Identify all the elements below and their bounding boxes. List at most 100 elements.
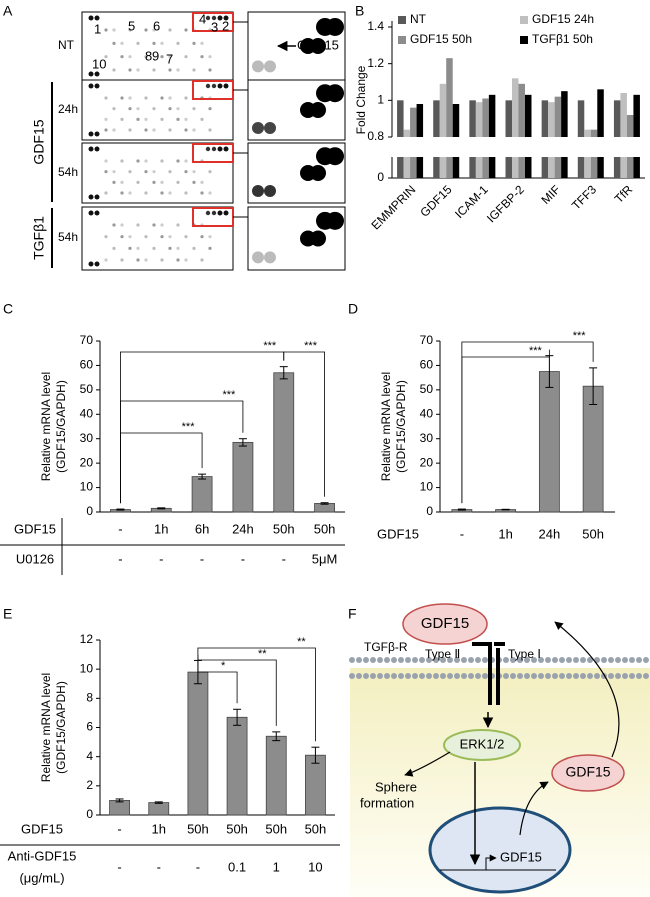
lipid-head	[531, 673, 537, 679]
blot-spot	[144, 191, 148, 195]
bar-lower	[597, 157, 604, 178]
blot-spot	[128, 235, 132, 239]
significance-label: **	[258, 648, 267, 660]
blot-spot	[176, 246, 180, 250]
blot-spot	[136, 68, 140, 72]
bar-lower	[577, 157, 585, 178]
lipid-head	[503, 673, 509, 679]
blot-spot	[136, 159, 140, 163]
blot-spot	[128, 55, 132, 59]
blot-spot	[223, 83, 229, 89]
blot-spot	[200, 55, 204, 59]
blot-spot	[104, 170, 108, 174]
zoom-spot	[326, 17, 344, 36]
blot-spot	[168, 28, 172, 32]
row-cell: -	[200, 551, 204, 566]
spot-number: 4	[199, 11, 206, 26]
y-tick-label: 30	[420, 431, 434, 445]
protein	[551, 754, 625, 792]
lipid-head	[524, 657, 530, 663]
blot-spot	[184, 170, 188, 174]
row-cell: 50h	[305, 821, 327, 836]
blot-spot	[144, 258, 148, 262]
blot-spot	[176, 117, 180, 121]
bar-lower	[613, 157, 621, 178]
lipid-head	[545, 673, 551, 679]
zoom-spot	[326, 147, 344, 166]
blot-spot	[120, 258, 124, 262]
blot-spot	[112, 180, 116, 184]
group-label: TGFβ1	[31, 216, 47, 260]
bar	[538, 371, 560, 513]
spot-number: 10	[92, 56, 106, 71]
blot-spot	[184, 235, 188, 239]
blot-spot	[208, 55, 212, 59]
lipid-head	[440, 657, 446, 663]
significance-label: ***	[182, 421, 196, 433]
row-cell: 1	[273, 859, 280, 874]
lipid-head	[629, 673, 635, 679]
blot-spot	[88, 131, 94, 137]
y-tick-label: 20	[420, 455, 434, 469]
outcome-label: Sphere	[375, 779, 417, 794]
blot-spot	[120, 159, 124, 163]
blot-spot	[152, 128, 156, 132]
spot-number: 9	[152, 48, 159, 63]
blot-spot	[128, 28, 132, 32]
blot-spot	[211, 146, 217, 152]
blot-spot	[136, 258, 140, 262]
row-cell: 50h	[273, 521, 295, 536]
blot-spot	[128, 246, 132, 250]
y-tick-label: 0.8	[367, 129, 384, 143]
blot-spot	[168, 68, 172, 72]
bar-lower	[403, 157, 411, 178]
lipid-head	[566, 673, 572, 679]
lipid-head	[377, 673, 383, 679]
lipid-head	[454, 673, 460, 679]
y-tick-label: 0	[86, 807, 93, 821]
blot-spot	[200, 180, 204, 184]
blot-spot	[88, 83, 94, 89]
lipid-head	[643, 673, 649, 679]
panel-label: F	[348, 606, 357, 622]
blot-spot	[211, 210, 217, 216]
zoom-spot	[310, 165, 326, 181]
y-tick-label: 6	[86, 720, 93, 734]
blot-spot	[160, 96, 164, 100]
lipid-head	[356, 673, 362, 679]
lipid-head	[426, 657, 432, 663]
lipid-head	[433, 673, 439, 679]
ligand	[402, 603, 488, 645]
bar-lower	[541, 157, 549, 178]
lipid-head	[405, 657, 411, 663]
bar	[505, 100, 512, 137]
bar	[416, 104, 424, 137]
y-tick-label: 60	[420, 358, 434, 372]
row-cell: 10	[308, 859, 322, 874]
blot-spot	[168, 107, 172, 111]
blot-frame	[81, 11, 234, 81]
lipid-head	[629, 657, 635, 663]
blot-spot	[217, 15, 223, 21]
panel-label: A	[3, 3, 13, 19]
bar-lower	[488, 157, 496, 178]
bar-lower	[505, 157, 512, 178]
legend-label: GDF15 50h	[410, 32, 472, 46]
blot-spot	[168, 55, 172, 59]
y-tick-label: 70	[80, 333, 94, 347]
blot-spot	[152, 41, 156, 45]
lipid-head	[412, 657, 418, 663]
blot-spot	[144, 28, 148, 32]
blot-spot	[192, 41, 196, 45]
row-cell: 1h	[152, 821, 166, 836]
lipid-head	[517, 657, 523, 663]
significance-label: ***	[529, 345, 543, 357]
receptor-label: Type Ⅱ	[425, 647, 460, 661]
blot-spot	[112, 246, 116, 250]
blot-spot	[208, 246, 212, 250]
bar-lower	[561, 157, 568, 178]
significance-bracket	[120, 432, 203, 504]
zoom-spot	[310, 102, 326, 118]
lipid-head	[363, 657, 369, 663]
blot-spot	[136, 41, 140, 45]
